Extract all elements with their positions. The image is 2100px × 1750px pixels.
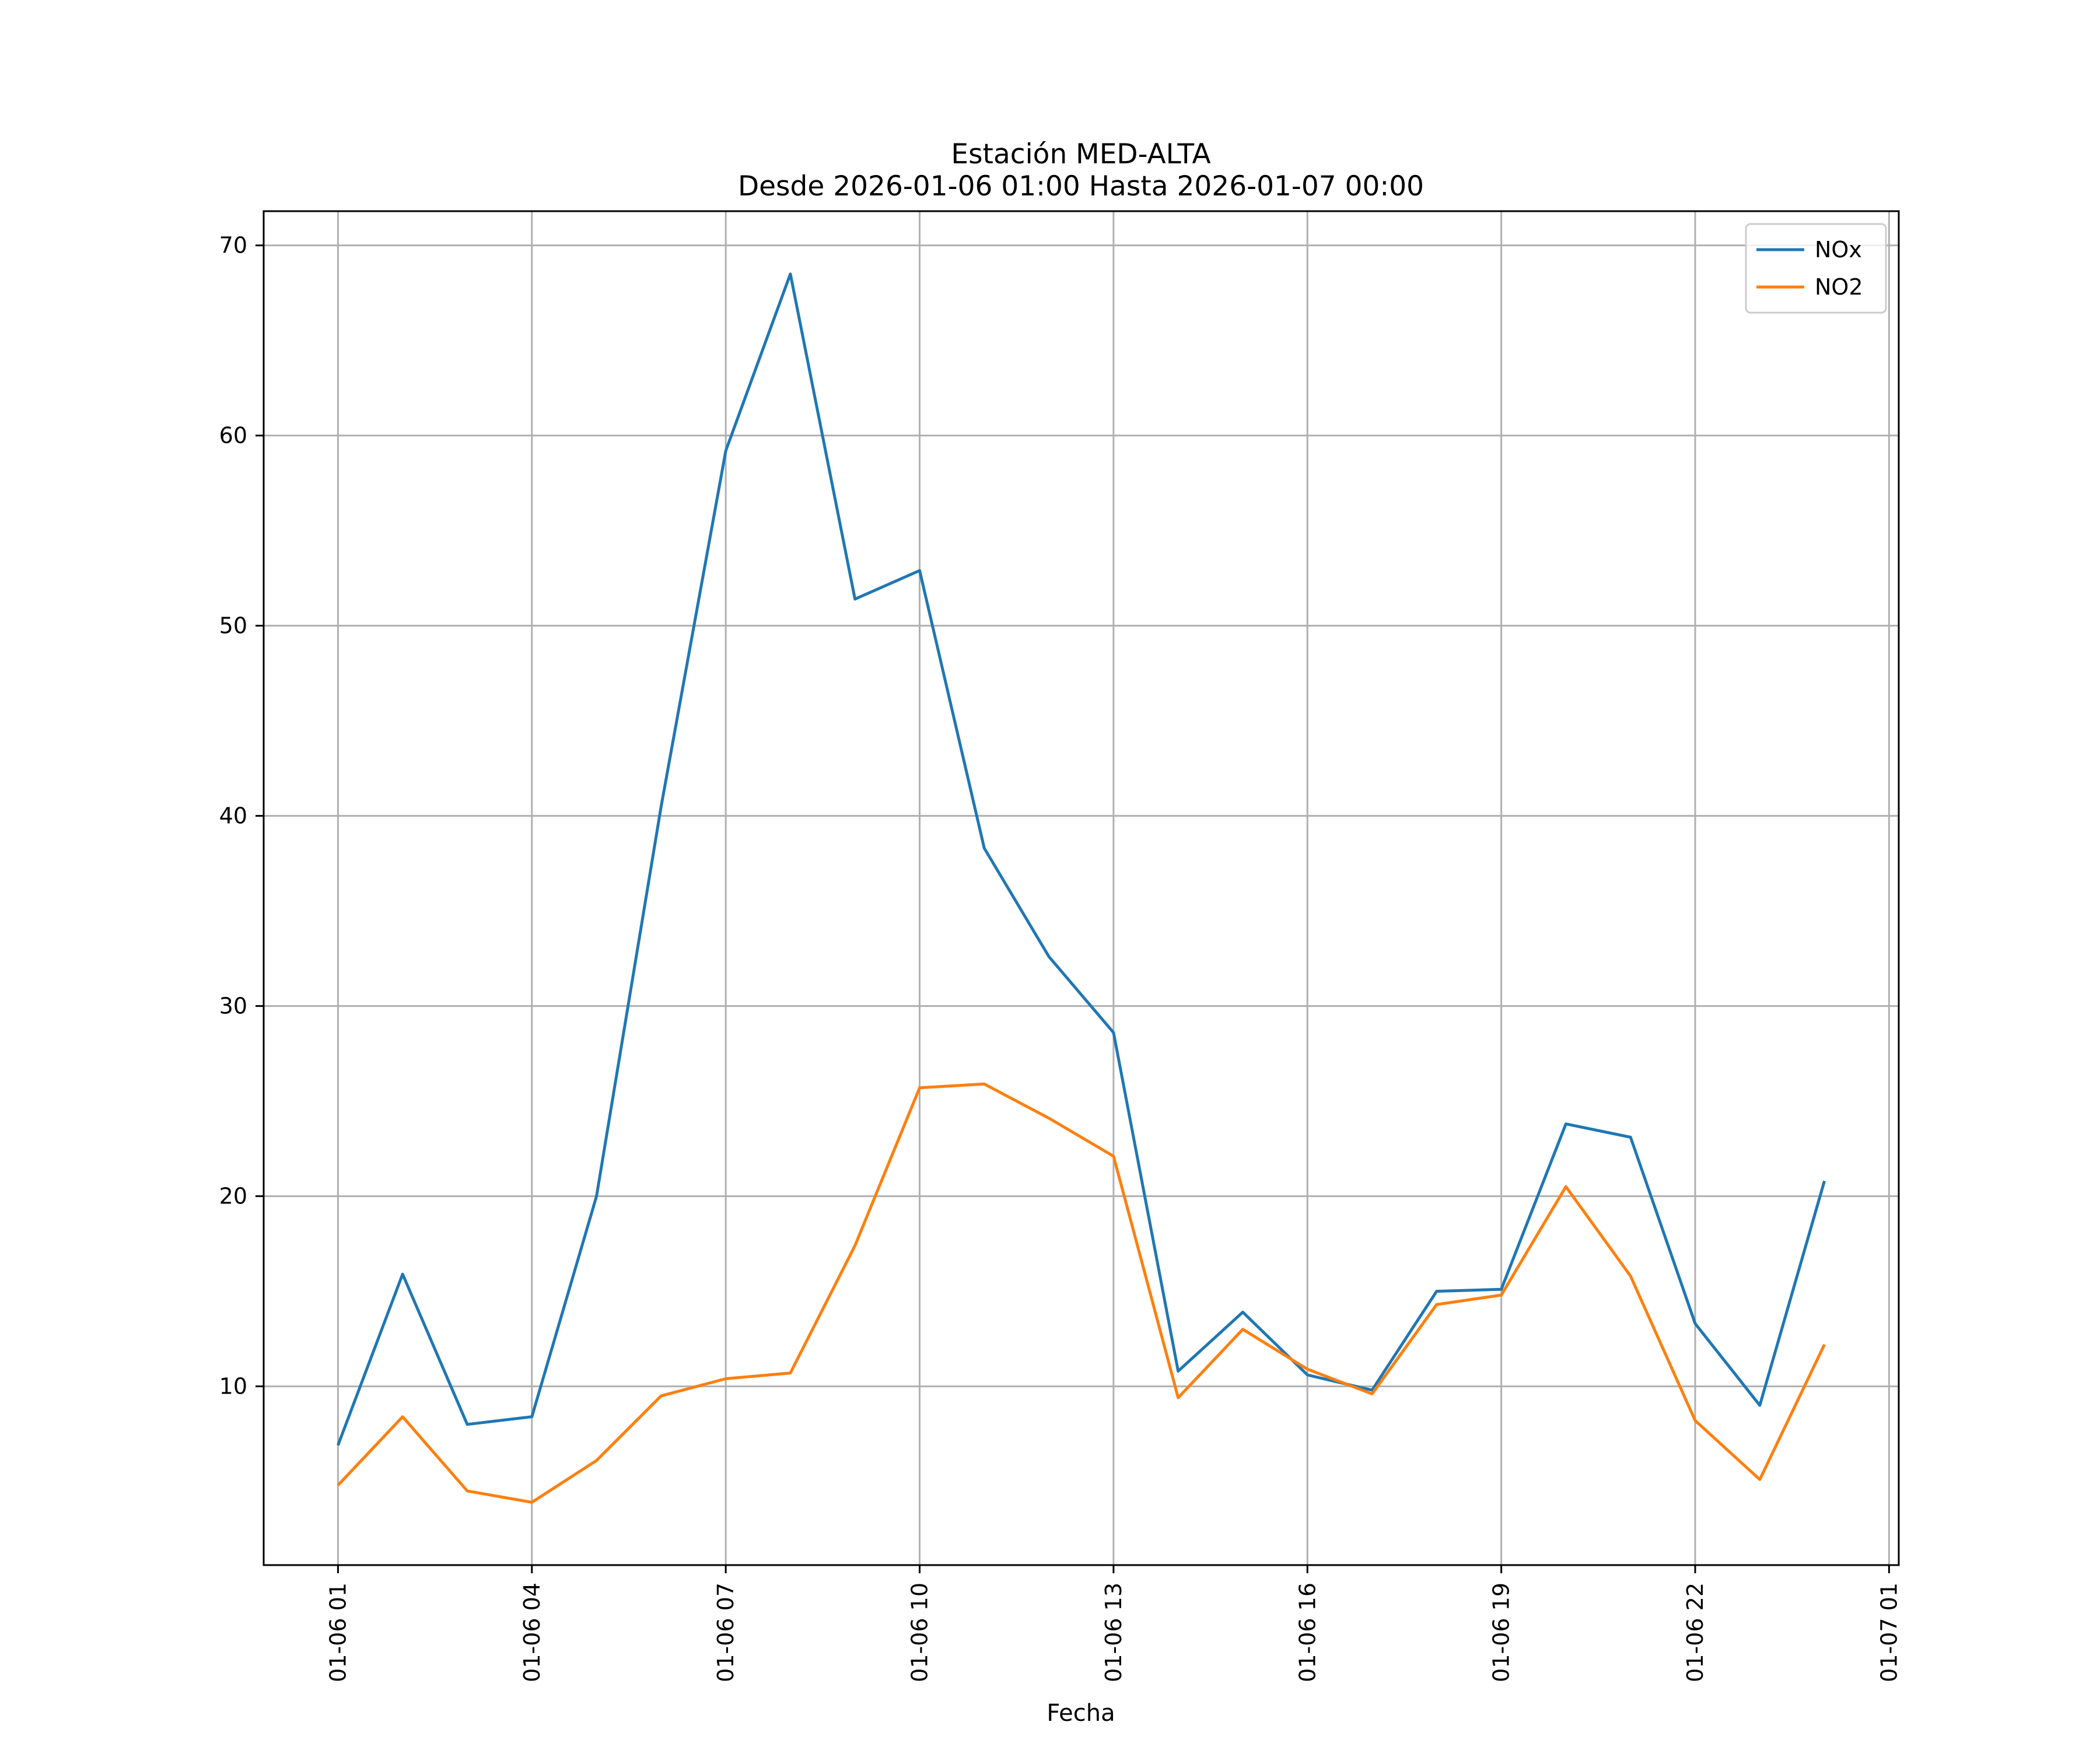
series-layer <box>337 272 1826 1504</box>
chart-subtitle: Desde 2026-01-06 01:00 Hasta 2026-01-07 … <box>738 170 1424 202</box>
series-line-no2 <box>337 1082 1826 1504</box>
legend-box <box>1745 223 1887 314</box>
x-tick-label: 01-06 13 <box>1101 1583 1126 1682</box>
y-tick-label: 60 <box>219 423 247 449</box>
y-tick-label: 50 <box>219 613 247 639</box>
x-tick-label: 01-06 22 <box>1682 1583 1708 1682</box>
x-tick-label: 01-06 07 <box>713 1583 738 1682</box>
x-axis-label: Fecha <box>1046 1700 1115 1727</box>
x-tick-label: 01-06 19 <box>1489 1583 1514 1682</box>
y-tick-label: 40 <box>219 803 247 829</box>
grid <box>264 211 1899 1565</box>
legend: NOx NO2 <box>1745 223 1887 314</box>
plot-area <box>262 210 1900 1566</box>
x-tick-label: 01-06 01 <box>325 1583 351 1682</box>
legend-label-nox: NOx <box>1815 237 1862 262</box>
series-line-nox <box>337 272 1826 1446</box>
x-tick-label: 01-07 01 <box>1876 1583 1902 1682</box>
x-tick-label: 01-06 10 <box>907 1583 933 1682</box>
y-tick-label: 30 <box>219 993 247 1019</box>
y-tick-label: 70 <box>219 233 247 258</box>
legend-label-no2: NO2 <box>1815 274 1863 300</box>
chart-title: Estación MED-ALTA <box>951 138 1210 170</box>
y-tick-label: 20 <box>219 1184 247 1209</box>
x-axis: 01-06 01 01-06 04 01-06 07 01-06 10 01-06 13… <box>325 1565 1902 1682</box>
y-axis: 10 20 30 40 50 60 70 <box>219 233 264 1399</box>
y-tick-label: 10 <box>219 1374 247 1399</box>
x-tick-label: 01-06 16 <box>1294 1583 1320 1682</box>
x-tick-label: 01-06 04 <box>519 1583 545 1682</box>
